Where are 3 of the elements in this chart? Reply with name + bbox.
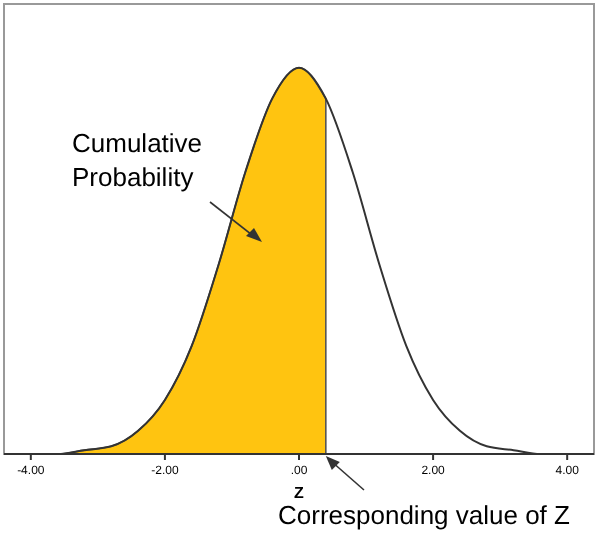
annotation: Cumulative Probability [72,128,203,192]
x-axis-title: Z [294,484,305,502]
annotation: Corresponding value of Z [278,500,571,530]
